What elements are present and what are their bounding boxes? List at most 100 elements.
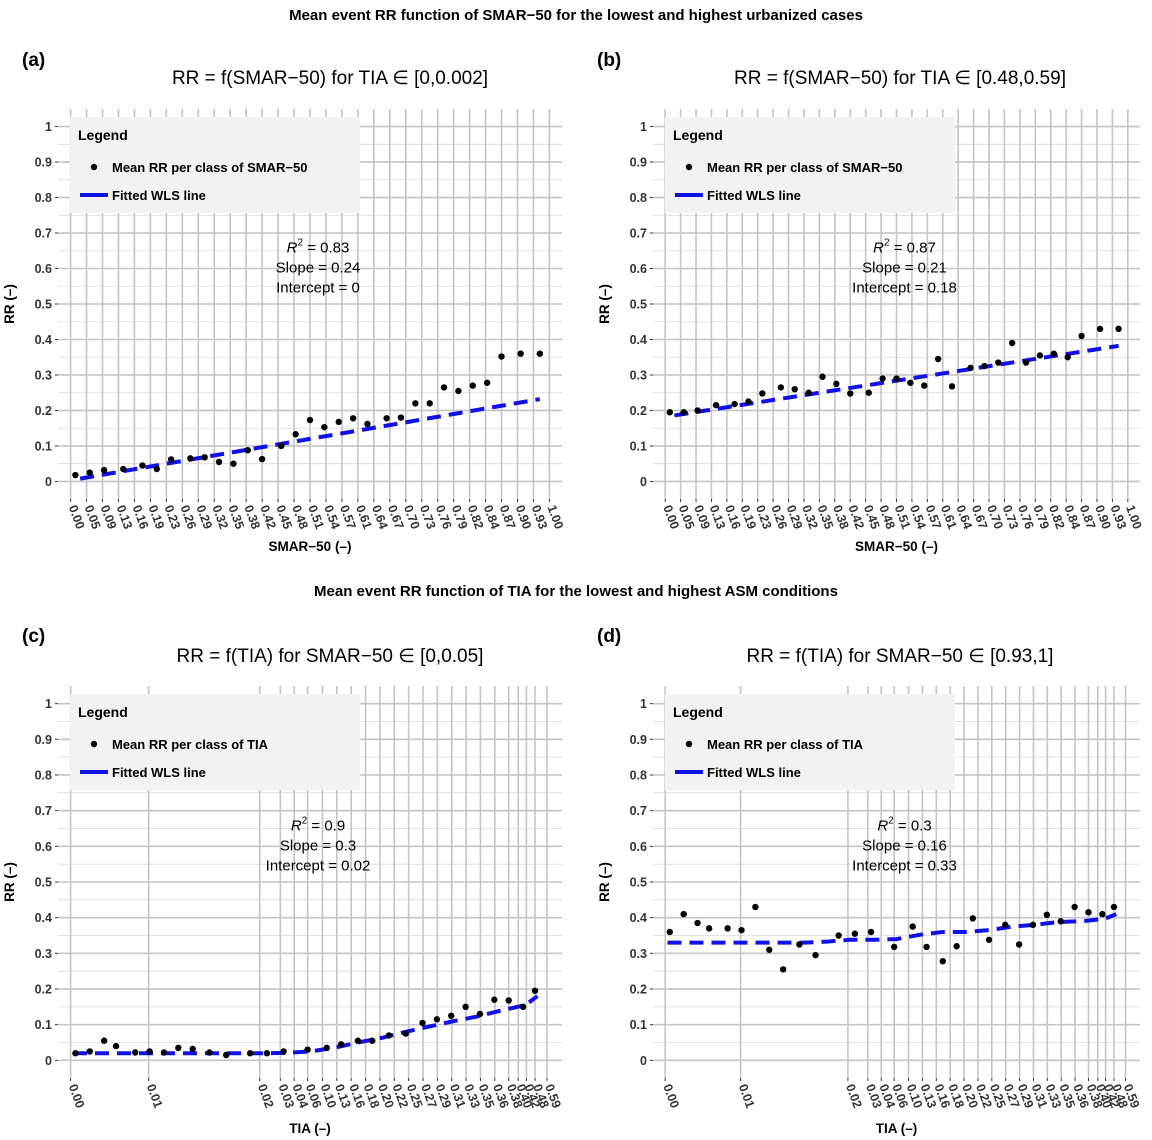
data-point — [738, 926, 745, 934]
panel-title: RR = f(SMAR−50) for TIA ∈ [0.48,0.59] — [734, 68, 1066, 89]
data-point — [985, 936, 993, 943]
data-point — [1002, 921, 1009, 929]
data-point — [752, 903, 759, 911]
y-tick-label: 0 — [45, 475, 52, 489]
data-point — [139, 462, 146, 469]
y-tick-label: 0.8 — [35, 768, 52, 782]
y-tick-label: 0.6 — [630, 262, 647, 276]
data-point — [349, 415, 357, 422]
data-point — [263, 1050, 271, 1057]
legend-line-label: Fitted WLS line — [112, 765, 206, 780]
data-point — [112, 1042, 120, 1050]
y-tick-label: 0.5 — [35, 298, 52, 312]
data-point — [455, 387, 462, 395]
y-tick-label: 0 — [640, 1054, 647, 1068]
y-tick-label: 0.2 — [35, 983, 52, 997]
data-point — [1008, 339, 1016, 347]
data-point — [498, 353, 505, 360]
data-point — [244, 447, 251, 454]
data-point — [491, 996, 498, 1003]
data-point — [505, 997, 512, 1004]
data-point — [893, 375, 900, 382]
data-point — [923, 943, 930, 951]
data-point — [278, 442, 285, 450]
chart-panel-a: 00.10.20.30.40.50.60.70.80.910.000.050.0… — [2, 50, 566, 554]
y-tick-label: 0.2 — [630, 983, 647, 997]
data-point — [175, 1044, 182, 1052]
intercept-annotation: Intercept = 0 — [276, 280, 360, 297]
data-point — [246, 1050, 254, 1057]
data-point — [909, 923, 916, 930]
intercept-annotation: Intercept = 0.02 — [266, 857, 371, 874]
data-point — [1022, 359, 1030, 366]
legend-title: Legend — [673, 704, 723, 720]
data-point — [890, 943, 898, 951]
chart-panel-d: 0 0.1 0.2 0.3 0.4 0.5 0.6 0.7 0.8 0.9 1 0.00 0.01 0.0… — [597, 626, 1142, 1136]
data-point — [337, 1041, 345, 1048]
x-axis-label: TIA (–) — [289, 1121, 331, 1136]
x-axis-label: TIA (–) — [876, 1121, 918, 1136]
data-point — [306, 416, 314, 424]
y-tick-label: 0.7 — [35, 804, 52, 818]
y-tick-label: 0.1 — [35, 1018, 52, 1032]
data-point — [426, 400, 433, 407]
data-point — [805, 389, 812, 396]
data-point — [120, 465, 127, 473]
data-point — [1043, 911, 1051, 919]
bottom-section-title: Mean event RR function of TIA for the lo… — [314, 583, 838, 600]
y-axis-label: RR (–) — [2, 284, 17, 324]
panel-tag: (a) — [22, 50, 45, 71]
data-point — [694, 919, 701, 927]
data-point — [865, 389, 872, 396]
data-point — [462, 1003, 469, 1011]
legend-line-label: Fitted WLS line — [707, 188, 801, 203]
y-tick-label: 0.6 — [630, 840, 647, 854]
slope-annotation: Slope = 0.3 — [280, 837, 356, 854]
y-tick-label: 0.6 — [35, 262, 52, 276]
y-tick-label: 0.9 — [35, 156, 52, 170]
y-axis-label: RR (–) — [597, 862, 612, 902]
data-point — [364, 420, 371, 428]
data-point — [921, 382, 928, 389]
data-point — [731, 400, 738, 408]
y-tick-label: 0.5 — [630, 876, 647, 890]
data-point — [86, 1048, 93, 1055]
data-point — [146, 1048, 153, 1055]
data-point — [215, 458, 223, 466]
y-tick-label: 0.4 — [630, 911, 647, 925]
data-point — [967, 364, 974, 372]
legend-point-key — [685, 163, 693, 171]
x-tick-label: 0.02 — [843, 1082, 864, 1110]
data-point — [167, 456, 175, 463]
data-point — [100, 1037, 108, 1044]
data-point — [712, 401, 720, 409]
panel-title: RR = f(SMAR−50) for TIA ∈ [0,0.002] — [172, 68, 488, 89]
data-point — [440, 384, 448, 391]
data-point — [483, 379, 491, 386]
data-point — [304, 1046, 311, 1053]
fitted-wls-line — [79, 397, 541, 481]
panel-tag: (c) — [22, 626, 45, 647]
data-point — [879, 375, 886, 382]
data-point — [1096, 325, 1104, 333]
data-point — [187, 455, 194, 462]
y-tick-label: 0 — [640, 475, 647, 489]
slope-annotation: Slope = 0.16 — [862, 837, 947, 854]
chart-panel-b: 00.10.20.30.40.50.60.70.80.910.000.050.0… — [597, 50, 1144, 554]
data-point — [72, 471, 79, 479]
data-point — [448, 1012, 455, 1019]
data-point — [1085, 909, 1092, 916]
data-point — [1057, 918, 1064, 925]
data-point — [1078, 332, 1085, 340]
legend-point-key — [90, 740, 98, 748]
y-tick-label: 1 — [45, 697, 52, 711]
panel-tag: (d) — [597, 626, 621, 647]
intercept-annotation: Intercept = 0.33 — [852, 857, 957, 874]
data-point — [1029, 921, 1037, 929]
data-point — [412, 400, 419, 407]
data-point — [72, 1050, 79, 1057]
legend-box — [70, 117, 360, 213]
data-point — [321, 423, 328, 431]
y-tick-label: 0.1 — [630, 1018, 647, 1032]
data-point — [153, 465, 160, 473]
